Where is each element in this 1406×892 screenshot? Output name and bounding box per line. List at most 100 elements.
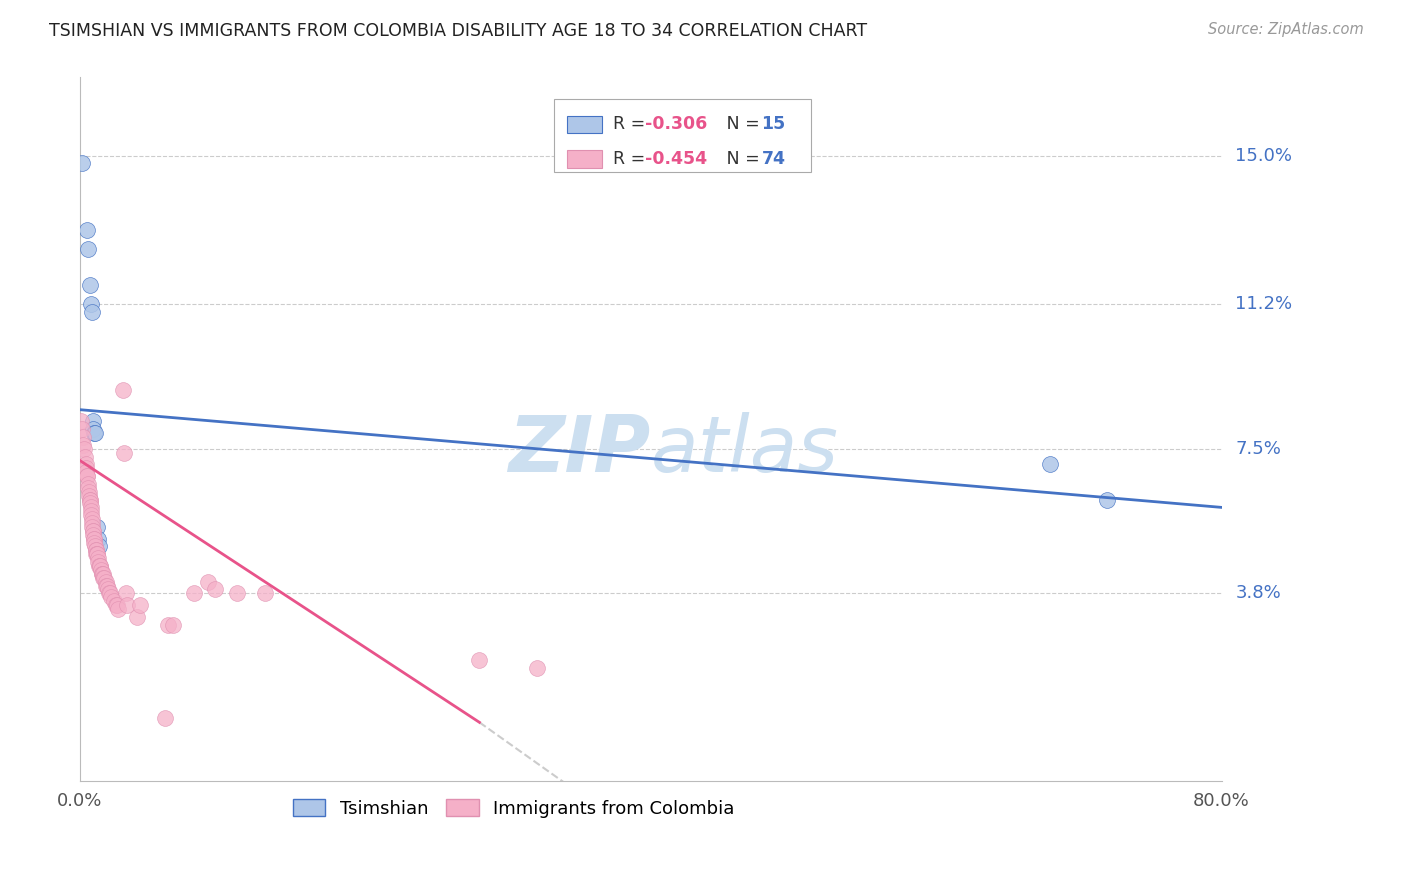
Text: TSIMSHIAN VS IMMIGRANTS FROM COLOMBIA DISABILITY AGE 18 TO 34 CORRELATION CHART: TSIMSHIAN VS IMMIGRANTS FROM COLOMBIA DI… [49,22,868,40]
Point [76,223,98,237]
Point [89,559,111,574]
Point [73,450,96,464]
Text: N =: N = [710,150,765,168]
Point [98,586,121,600]
Point [111,383,134,397]
Point [83,426,105,441]
Point [97,582,120,597]
Point [100,591,122,605]
Point [80,508,103,523]
Point [75,465,97,479]
Point [89,559,111,574]
Point [82,414,104,428]
Point [162,617,184,632]
Point [254,586,277,600]
Point [76,477,98,491]
Point [128,598,150,612]
Point [107,602,129,616]
Text: -0.454: -0.454 [645,150,707,168]
Point [79,500,101,515]
Point [197,574,219,589]
Text: Source: ZipAtlas.com: Source: ZipAtlas.com [1208,22,1364,37]
Point [98,586,121,600]
Point [91,566,114,581]
Point [84,543,107,558]
Point [79,496,101,510]
Point [76,469,98,483]
FancyBboxPatch shape [568,116,602,133]
Point [89,540,111,554]
Point [94,574,117,589]
Text: ZIP: ZIP [509,412,651,488]
Text: 7.5%: 7.5% [1236,440,1281,458]
Point [83,532,105,546]
Point [82,527,104,541]
Point [112,445,135,459]
Text: 3.8%: 3.8% [1236,584,1281,602]
Point [72,430,94,444]
Point [82,524,104,538]
Point [86,520,108,534]
Point [84,543,107,558]
Point [155,711,177,725]
Text: 15.0%: 15.0% [1236,146,1292,165]
Point [79,492,101,507]
Point [75,461,97,475]
Point [526,660,548,674]
Point [83,535,105,549]
Point [125,610,148,624]
Point [82,520,104,534]
Point [96,578,118,592]
Point [103,594,125,608]
Point [76,469,98,483]
Point [70,414,93,428]
Point [90,563,112,577]
Point [76,243,98,257]
Point [86,547,108,561]
Point [90,566,112,581]
Point [87,532,110,546]
Point [83,540,105,554]
Point [157,617,180,632]
Point [79,492,101,507]
Point [77,481,100,495]
Text: 11.2%: 11.2% [1236,295,1292,313]
Point [77,484,100,499]
FancyBboxPatch shape [568,151,602,168]
Point [468,653,491,667]
Text: R =: R = [613,115,651,134]
Point [82,524,104,538]
Point [86,547,108,561]
Point [79,277,101,292]
Point [89,559,111,574]
Point [104,598,127,612]
Legend: Tsimshian, Immigrants from Colombia: Tsimshian, Immigrants from Colombia [285,791,742,825]
Point [83,426,105,441]
Point [70,422,93,436]
Point [204,582,226,597]
Point [80,512,103,526]
Point [73,442,96,456]
Text: 15: 15 [762,115,786,134]
Point [115,598,138,612]
Point [80,305,103,319]
Text: 74: 74 [762,150,786,168]
FancyBboxPatch shape [554,98,810,172]
Point [225,586,247,600]
Text: atlas: atlas [651,412,838,488]
Point [1039,458,1062,472]
Point [82,422,104,436]
Point [93,571,115,585]
Point [80,504,103,518]
Point [70,156,93,170]
Point [1097,492,1119,507]
Point [72,438,94,452]
Point [84,547,107,561]
Text: N =: N = [710,115,765,134]
Text: R =: R = [613,150,651,168]
Point [77,489,100,503]
Point [80,516,103,530]
Point [91,566,114,581]
Point [114,586,136,600]
Point [105,598,128,612]
